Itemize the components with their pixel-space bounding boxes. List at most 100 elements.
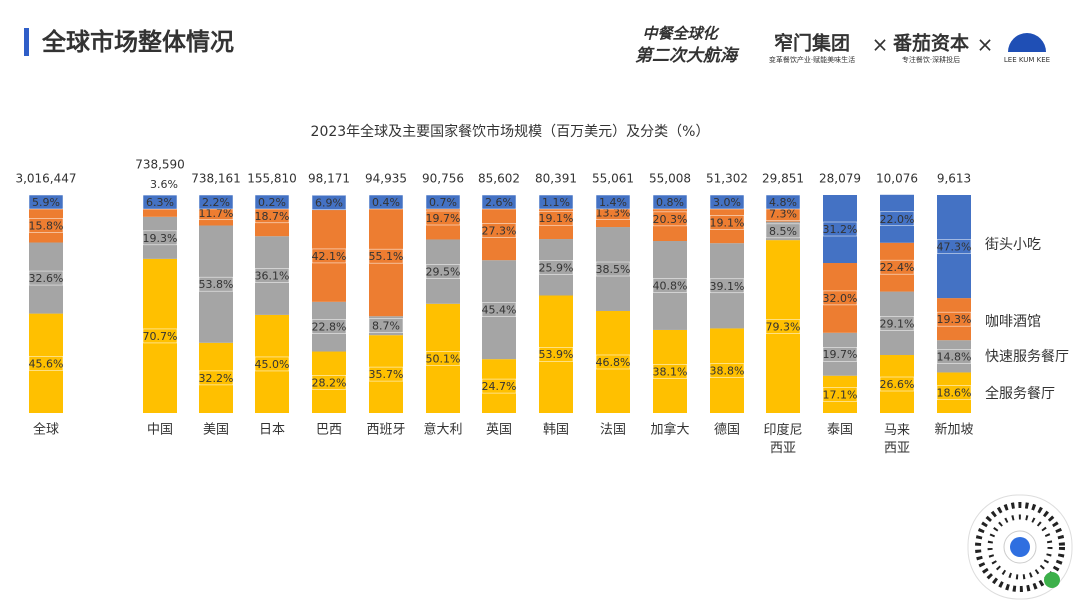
x-tick-label: 法国 bbox=[600, 423, 626, 438]
value-label-box bbox=[765, 223, 801, 239]
value-label: 36.1% bbox=[255, 270, 290, 283]
value-label: 0.7% bbox=[429, 196, 457, 209]
value-label: 2.6% bbox=[485, 196, 513, 209]
value-label-box bbox=[595, 194, 631, 210]
value-label-box bbox=[142, 194, 178, 210]
value-label: 22.4% bbox=[880, 261, 915, 274]
x-tick-label: 泰国 bbox=[827, 423, 853, 438]
x-tick-label: 马来西亚 bbox=[884, 423, 910, 456]
title-accent bbox=[24, 28, 29, 56]
value-label-box bbox=[425, 264, 461, 279]
total-label: 55,008 bbox=[649, 172, 691, 186]
value-label: 35.7% bbox=[369, 368, 404, 381]
value-label: 38.8% bbox=[710, 365, 745, 378]
value-label: 8.5% bbox=[769, 225, 797, 238]
total-label: 738,161 bbox=[191, 172, 241, 186]
value-label-box bbox=[368, 248, 404, 264]
value-label: 17.1% bbox=[823, 388, 858, 401]
value-label-box bbox=[709, 363, 745, 378]
x-tick-label: 意大利 bbox=[423, 422, 462, 438]
value-label-box bbox=[198, 370, 234, 386]
value-label: 3.0% bbox=[713, 196, 741, 209]
value-label: 3.6% bbox=[150, 178, 178, 191]
value-label: 22.8% bbox=[312, 321, 347, 334]
logo-text: 第二次大航海 bbox=[635, 46, 740, 66]
value-label-box bbox=[368, 318, 404, 333]
legend-label: 快速服务餐厅 bbox=[985, 349, 1069, 365]
logo-text: 窄门集团 bbox=[774, 32, 850, 55]
value-label-box bbox=[481, 194, 517, 210]
value-label-box bbox=[538, 260, 574, 275]
value-label-box bbox=[652, 194, 688, 210]
separator: × bbox=[977, 33, 994, 57]
total-label: 51,302 bbox=[706, 172, 748, 186]
value-label: 32.2% bbox=[199, 372, 234, 385]
value-label: 45.0% bbox=[255, 358, 290, 371]
value-label: 45.6% bbox=[29, 357, 64, 370]
value-label-box bbox=[481, 378, 517, 394]
value-label-box bbox=[879, 211, 915, 227]
value-label-box bbox=[368, 194, 404, 210]
value-label-box bbox=[368, 366, 404, 382]
value-label: 14.8% bbox=[937, 350, 972, 363]
value-label: 46.8% bbox=[596, 356, 631, 369]
x-tick-label: 新加坡 bbox=[934, 422, 973, 438]
total-label: 10,076 bbox=[876, 172, 918, 186]
value-label: 26.6% bbox=[880, 378, 915, 391]
value-label-box bbox=[765, 194, 801, 210]
value-label-box bbox=[936, 239, 972, 254]
value-label: 19.3% bbox=[143, 232, 178, 245]
legend-label: 街头小吃 bbox=[985, 237, 1041, 253]
value-label: 32.0% bbox=[823, 292, 858, 305]
value-label: 70.7% bbox=[143, 330, 178, 343]
value-label-box bbox=[822, 387, 858, 402]
total-label: 98,171 bbox=[308, 172, 350, 186]
value-label-box bbox=[538, 210, 574, 226]
value-label-box bbox=[254, 268, 290, 283]
value-label-box bbox=[709, 194, 745, 210]
value-label-box bbox=[142, 328, 178, 344]
value-label-box bbox=[936, 311, 972, 327]
value-label: 20.3% bbox=[653, 213, 688, 226]
value-label-box bbox=[709, 278, 745, 294]
value-label-box bbox=[311, 375, 347, 390]
value-label: 53.8% bbox=[199, 278, 234, 291]
value-label: 19.3% bbox=[937, 313, 972, 326]
x-tick-label: 巴西 bbox=[316, 423, 342, 438]
value-label: 6.9% bbox=[315, 197, 343, 210]
value-label-box bbox=[311, 319, 347, 334]
value-label-box bbox=[481, 223, 517, 238]
value-label: 0.2% bbox=[258, 196, 286, 209]
value-label-box bbox=[311, 195, 347, 210]
x-tick-label: 中国 bbox=[147, 423, 173, 438]
value-label-box bbox=[425, 351, 461, 366]
value-label-box bbox=[595, 354, 631, 370]
value-label-box bbox=[254, 194, 290, 210]
total-label: 738,590 bbox=[135, 158, 185, 172]
bar-segment bbox=[143, 208, 177, 217]
chart-title: 2023年全球及主要国家餐饮市场规模（百万美元）及分类（%） bbox=[311, 123, 710, 140]
value-label: 39.1% bbox=[710, 280, 745, 293]
value-label: 27.3% bbox=[482, 224, 517, 237]
value-label-box bbox=[822, 221, 858, 237]
value-label: 79.3% bbox=[766, 321, 801, 334]
logo-text: 中餐全球化 bbox=[642, 25, 719, 43]
value-label: 29.5% bbox=[426, 266, 461, 279]
value-label: 13.3% bbox=[596, 207, 631, 220]
value-label: 22.0% bbox=[880, 213, 915, 226]
value-label: 6.3% bbox=[146, 196, 174, 209]
value-label: 18.7% bbox=[255, 210, 290, 223]
value-label-box bbox=[142, 230, 178, 246]
legend-label: 咖啡酒馆 bbox=[985, 314, 1041, 330]
value-label: 32.6% bbox=[29, 272, 64, 285]
value-label-box bbox=[879, 259, 915, 275]
value-label: 2.2% bbox=[202, 196, 230, 209]
value-label: 40.8% bbox=[653, 279, 688, 292]
value-label-box bbox=[652, 211, 688, 227]
value-label: 7.3% bbox=[769, 208, 797, 221]
value-label: 1.4% bbox=[599, 196, 627, 209]
total-label: 85,602 bbox=[478, 172, 520, 186]
value-label: 5.9% bbox=[32, 196, 60, 209]
value-label: 19.1% bbox=[539, 212, 574, 225]
total-label: 29,851 bbox=[762, 172, 804, 186]
